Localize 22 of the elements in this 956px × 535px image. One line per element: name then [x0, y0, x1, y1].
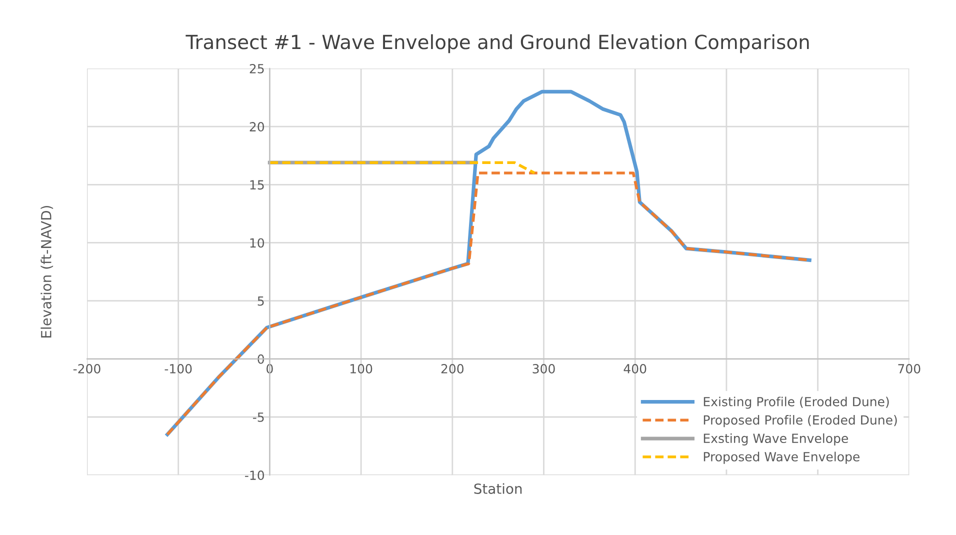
legend-label: Proposed Wave Envelope	[704, 452, 860, 464]
y-tick-label: 15	[250, 180, 264, 190]
x-tick-label: 0	[266, 364, 273, 374]
y-tick-label: 20	[250, 122, 264, 132]
x-tick-label: -100	[164, 364, 192, 374]
x-axis-title: Station	[474, 483, 522, 494]
y-axis-title: Elevation (ft-NAVD)	[40, 206, 54, 338]
legend-label: Exsting Wave Envelope	[704, 433, 848, 446]
x-tick-label: 300	[532, 364, 555, 374]
x-tick-label: 100	[350, 364, 372, 374]
y-tick-label: -5	[252, 412, 264, 422]
x-tick-label: 200	[441, 364, 464, 374]
y-tick-label: -10	[245, 470, 264, 480]
x-tick-label: 400	[624, 364, 646, 374]
x-tick-label: -200	[73, 364, 100, 374]
y-tick-label: 5	[258, 296, 264, 306]
y-tick-label: 10	[250, 238, 264, 248]
legend-label: Existing Profile (Eroded Dune)	[704, 396, 889, 409]
chart-title: Transect #1 - Wave Envelope and Ground Elevation Comparison	[186, 34, 809, 54]
legend-label: Proposed Profile (Eroded Dune)	[704, 415, 897, 428]
x-tick-label: 700	[898, 364, 920, 374]
y-tick-label: 25	[250, 64, 264, 74]
